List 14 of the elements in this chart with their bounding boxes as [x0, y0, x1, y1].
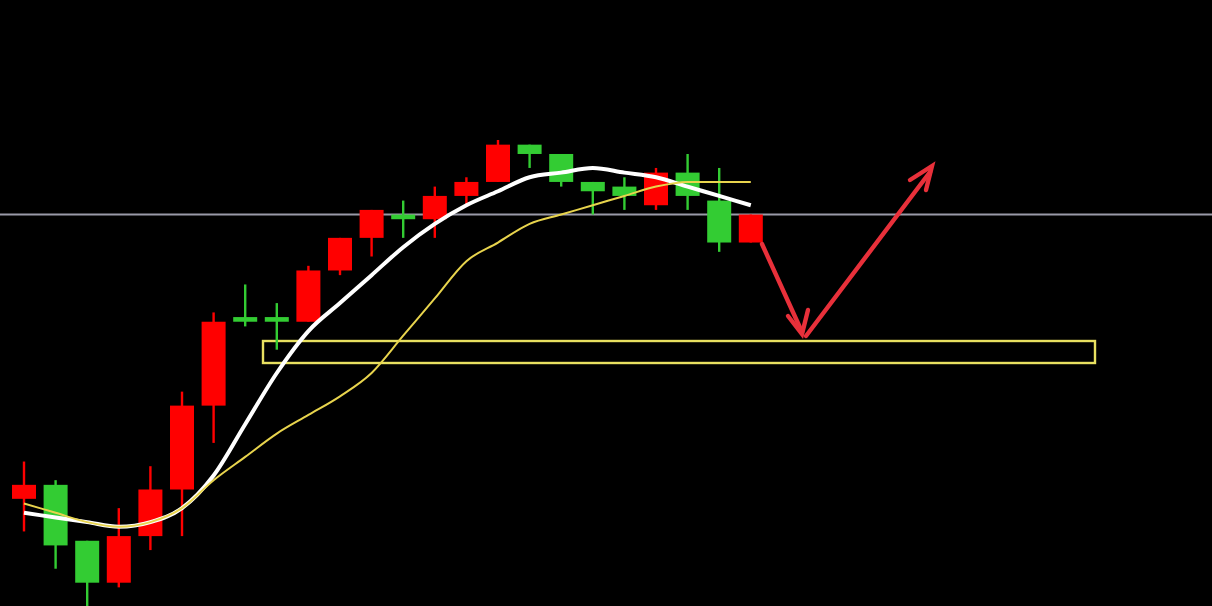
candlestick	[264, 301, 289, 351]
candlestick	[12, 460, 36, 533]
candlestick	[75, 539, 100, 606]
candlestick	[707, 166, 732, 254]
candlestick	[454, 176, 479, 207]
candlestick	[738, 213, 763, 244]
candlestick	[359, 208, 384, 258]
candlestick	[106, 506, 131, 589]
candlestick	[422, 185, 447, 240]
candlestick	[233, 283, 258, 328]
candlestick	[328, 236, 352, 277]
candlestick	[580, 180, 605, 216]
candlestick	[138, 465, 163, 552]
candlestick	[486, 138, 510, 184]
